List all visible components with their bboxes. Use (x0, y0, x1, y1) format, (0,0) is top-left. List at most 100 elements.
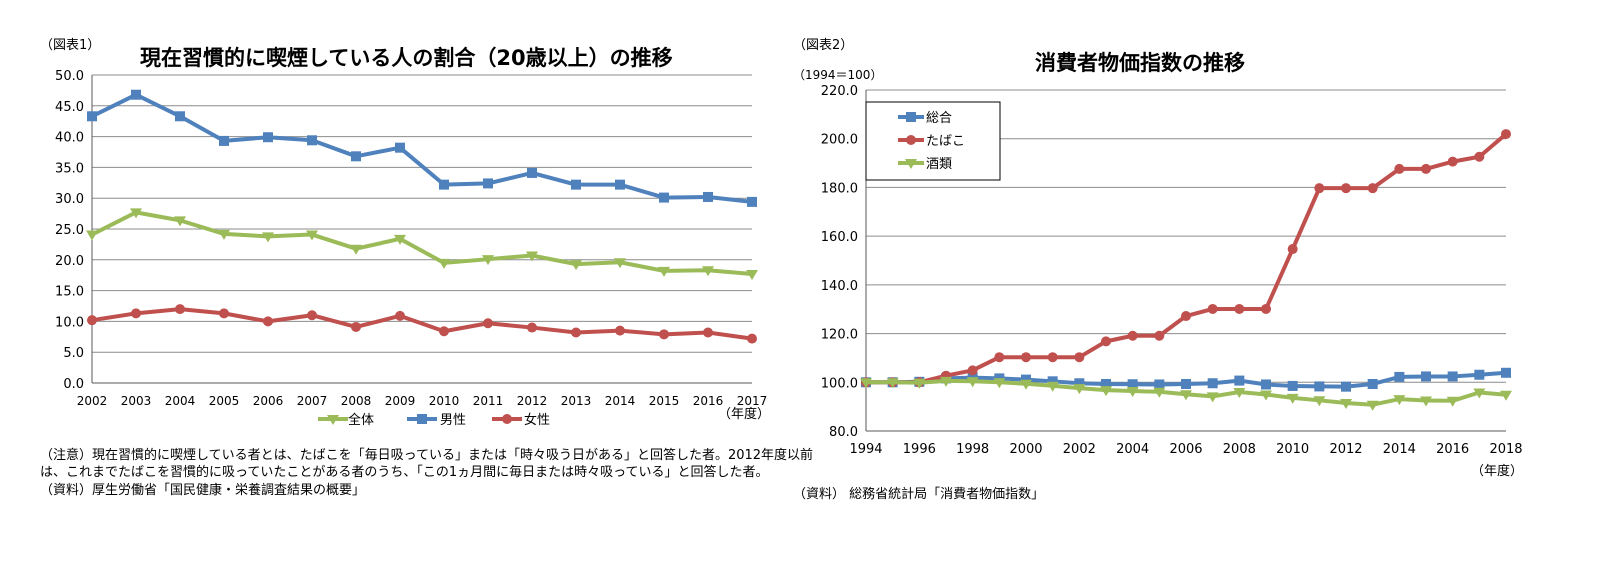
data-point (1446, 396, 1459, 407)
x-tick-label: 2009 (385, 394, 416, 408)
x-tick-label: 2004 (1116, 442, 1149, 457)
data-point (659, 192, 669, 203)
data-point (395, 310, 405, 321)
y-tick-label: 220.0 (821, 84, 858, 99)
data-point (1206, 392, 1219, 403)
right-source: （資料） 総務省統計局「消費者物価指数」 (793, 487, 1045, 502)
x-tick-label: 2002 (1063, 442, 1096, 457)
data-point (1421, 163, 1431, 174)
data-point (1314, 183, 1325, 194)
data-point (1207, 303, 1218, 314)
data-point (1101, 336, 1111, 347)
data-point (307, 135, 317, 146)
y-tick-label: 5.0 (63, 346, 84, 361)
data-point (1021, 352, 1031, 363)
y-tick-label: 160.0 (821, 230, 858, 245)
data-point (860, 378, 872, 389)
data-point (1287, 244, 1298, 255)
data-point (966, 377, 979, 388)
left-note-line2: は、これまでたばこを習慣的に吸っていたことがある者のうち、「この1ヵ月間に毎日ま… (40, 465, 769, 480)
data-point (131, 89, 141, 100)
data-point (1473, 388, 1486, 399)
legend-marker (417, 414, 427, 424)
left-chart: 0.0 5.0 10.0 15.0 20.0 25.0 30.0 35.0 40.0 45.0 50… (55, 69, 770, 428)
legend-label: 女性 (524, 412, 550, 428)
x-tick-label: 2005 (209, 394, 240, 408)
data-point (940, 376, 952, 387)
data-point (1127, 330, 1138, 341)
x-tick-label: 2016 (693, 394, 724, 408)
data-point (570, 260, 582, 271)
data-point (394, 234, 406, 245)
data-point (1340, 398, 1352, 409)
data-point (130, 208, 142, 219)
legend-item-総合: 総合 (898, 111, 952, 126)
x-tick-label: 2012 (1329, 442, 1362, 457)
data-point (1074, 352, 1085, 363)
data-point (1046, 381, 1059, 392)
data-point (571, 327, 581, 338)
data-point (659, 329, 669, 340)
data-point (219, 308, 229, 319)
x-tick-label: 2010 (429, 394, 460, 408)
x-tick-label: 2008 (341, 394, 372, 408)
legend-label: 男性 (440, 413, 466, 428)
data-point (263, 316, 273, 327)
y-tick-label: 45.0 (55, 100, 84, 115)
y-tick-label: 140.0 (821, 279, 858, 294)
data-point (131, 308, 141, 319)
legend-marker (906, 135, 916, 145)
left-source: （資料）厚生労働省「国民健康・栄養調査結果の概要」 (40, 483, 366, 498)
data-point (1474, 151, 1485, 162)
data-point (703, 327, 713, 338)
data-point (1286, 393, 1299, 404)
data-point (1287, 380, 1298, 391)
left-figure-label: （図表1） (40, 38, 101, 53)
y-tick-label: 30.0 (55, 192, 84, 207)
data-point (703, 191, 713, 202)
data-point (1313, 396, 1326, 407)
data-point (746, 269, 758, 280)
x-tick-label: 2006 (1169, 442, 1202, 457)
data-point (615, 325, 625, 336)
data-point (747, 196, 757, 207)
data-point (658, 266, 670, 277)
legend-marker (905, 159, 917, 169)
data-point (351, 321, 361, 332)
y-tick-label: 180.0 (821, 181, 858, 196)
data-point (1047, 352, 1058, 363)
x-tick-label: 2017 (737, 394, 768, 408)
data-point (1261, 379, 1271, 390)
data-point (994, 352, 1005, 363)
x-tick-label: 2007 (297, 394, 328, 408)
legend-item-酒類: 酒類 (898, 157, 952, 172)
data-point (1181, 378, 1191, 389)
right-figure-label: （図表2） (793, 38, 854, 53)
right-chart: 80.0 100.0 120.0 140.0 160.0 180.0 200.0 220.0 1… (821, 84, 1523, 479)
y-tick-label: 35.0 (55, 161, 84, 176)
data-point (1074, 378, 1085, 389)
legend-label: 総合 (926, 111, 952, 126)
data-point (1260, 390, 1272, 401)
data-point (439, 179, 449, 190)
data-point (262, 232, 274, 243)
data-point (1500, 390, 1512, 401)
data-point (174, 216, 186, 227)
data-point (1366, 400, 1379, 411)
data-point (439, 326, 449, 337)
data-point (1501, 129, 1511, 140)
x-tick-label: 2015 (649, 394, 680, 408)
x-tick-label: 2012 (517, 394, 548, 408)
x-tick-label: 2008 (1223, 442, 1256, 457)
series-line (91, 92, 753, 204)
y-tick-label: 50.0 (55, 69, 84, 84)
data-point (1420, 396, 1432, 407)
data-point (483, 178, 493, 189)
x-axis-label: （年度） (718, 406, 770, 422)
series-line (91, 210, 753, 276)
data-point (1367, 183, 1378, 194)
legend-item-女性: 女性 (492, 412, 550, 428)
data-point (1393, 395, 1406, 406)
data-point (702, 266, 714, 277)
data-point (886, 378, 899, 389)
